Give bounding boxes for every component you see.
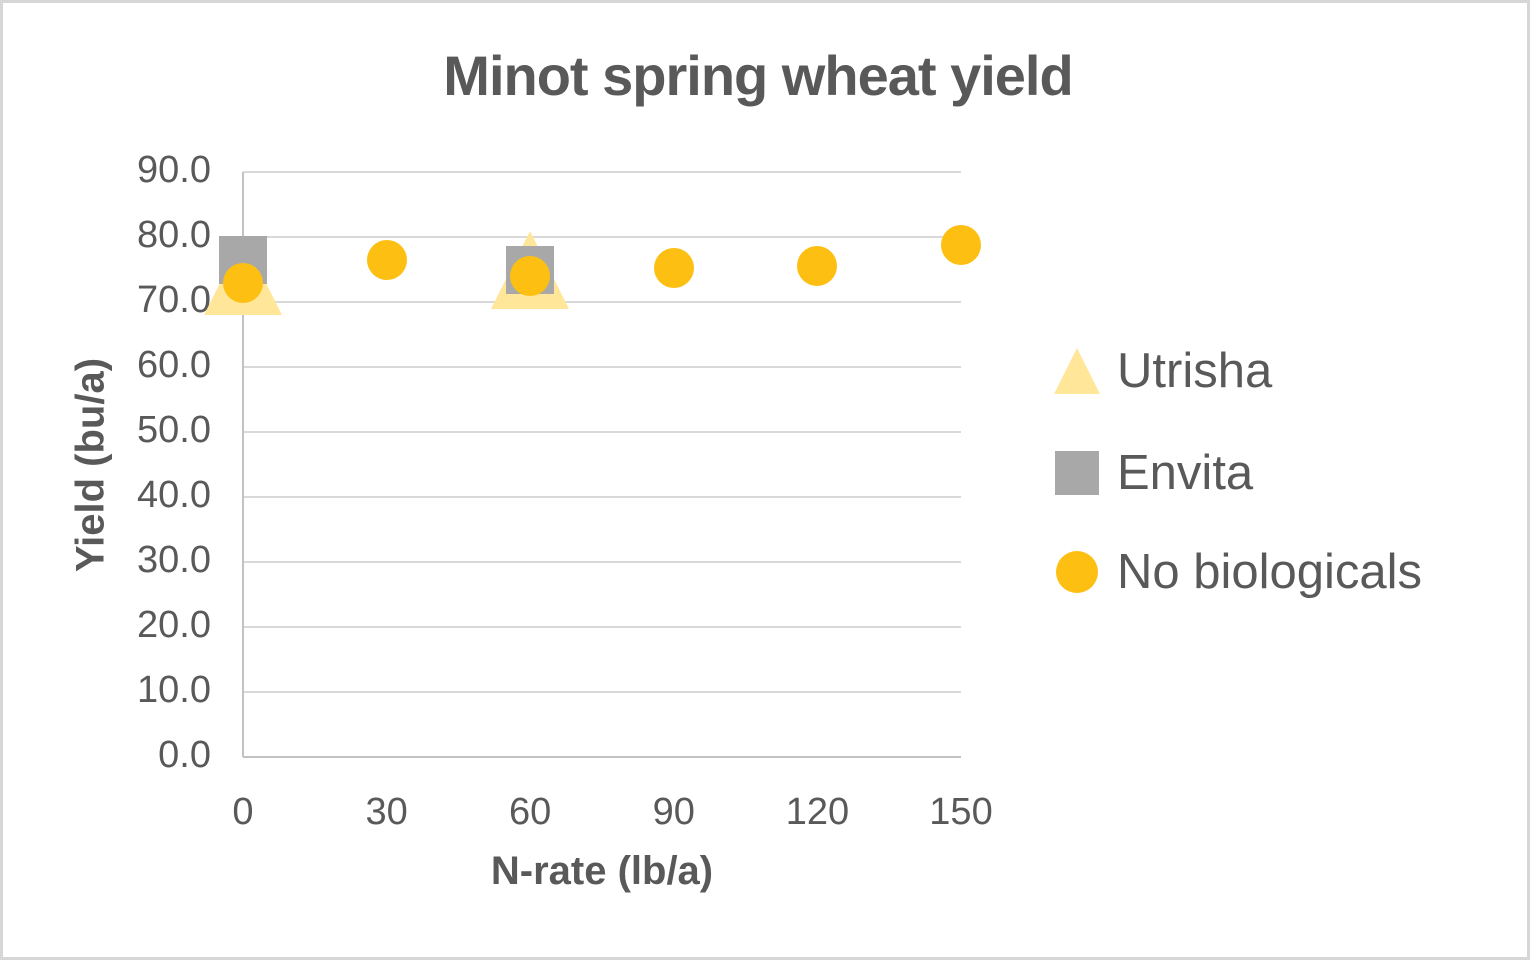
y-tick-label: 30.0 [137, 538, 211, 581]
gridline [243, 431, 961, 433]
legend-item-no-biologicals: No biologicals [1053, 544, 1422, 600]
y-axis-line [242, 172, 244, 757]
y-tick-label: 40.0 [137, 473, 211, 516]
data-point-no-biologicals [223, 262, 263, 303]
y-tick-label: 50.0 [137, 408, 211, 451]
legend-label: Utrisha [1117, 344, 1273, 398]
data-point-no-biologicals [366, 239, 407, 280]
x-tick-label: 0 [232, 791, 254, 833]
legend-circle-icon [1053, 548, 1101, 596]
data-point-no-biologicals [941, 224, 981, 265]
legend-item-utrisha: Utrisha [1053, 343, 1272, 399]
x-tick-label: 60 [509, 791, 552, 833]
data-point-no-biologicals [653, 247, 694, 288]
x-tick-label: 30 [365, 791, 408, 833]
y-tick-label: 10.0 [137, 668, 211, 711]
y-tick-label: 0.0 [158, 733, 211, 776]
gridline [243, 626, 961, 628]
chart-title: Minot spring wheat yield [443, 44, 1073, 107]
legend-marker-square [1055, 451, 1099, 495]
y-tick-label: 80.0 [137, 213, 211, 256]
gridline [243, 236, 961, 238]
x-axis-title: N-rate (lb/a) [490, 849, 714, 893]
legend-triangle-icon [1053, 347, 1101, 395]
gridline [243, 691, 961, 693]
data-point-no-biologicals [797, 246, 838, 287]
y-tick-label: 70.0 [137, 278, 211, 321]
x-axis-line [243, 756, 961, 758]
gridline [243, 301, 961, 303]
x-tick-label: 90 [652, 791, 695, 833]
gridline [243, 171, 961, 173]
legend-label: Envita [1117, 446, 1254, 500]
gridline [243, 366, 961, 368]
legend-marker-circle [1056, 551, 1098, 593]
y-tick-label: 60.0 [137, 343, 211, 386]
legend-item-envita: Envita [1053, 445, 1253, 501]
x-tick-label: 120 [785, 791, 850, 833]
gridline [243, 496, 961, 498]
legend-label: No biologicals [1117, 545, 1423, 599]
legend-square-icon [1053, 449, 1101, 497]
gridline [243, 561, 961, 563]
data-point-no-biologicals [510, 256, 551, 296]
x-tick-label: 150 [929, 791, 993, 833]
legend-marker-triangle [1054, 348, 1100, 394]
y-tick-label: 20.0 [137, 603, 211, 646]
y-tick-label: 90.0 [137, 148, 211, 191]
